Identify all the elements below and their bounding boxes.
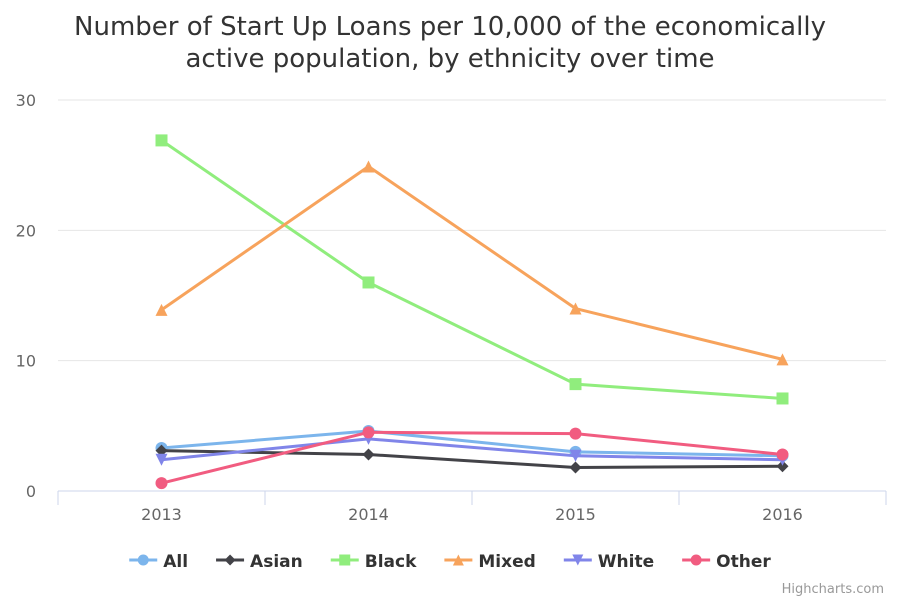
series-asian <box>155 444 789 474</box>
x-tick-label: 2013 <box>141 505 182 524</box>
data-point-black <box>776 392 789 405</box>
x-tick-label: 2016 <box>762 505 803 524</box>
legend-item-black[interactable]: Black <box>330 552 417 572</box>
data-point-other <box>362 426 375 439</box>
data-point-black <box>155 134 168 147</box>
legend-label-asian: Asian <box>250 552 303 572</box>
x-tick-label: 2014 <box>348 505 389 524</box>
y-tick-label: 30 <box>16 91 36 110</box>
legend-label-black: Black <box>365 552 417 572</box>
legend-item-other[interactable]: Other <box>682 552 771 572</box>
legend-label-other: Other <box>716 552 771 572</box>
data-point-black <box>362 276 375 289</box>
series-line-black <box>160 138 784 400</box>
legend-marker-black <box>339 554 351 566</box>
x-axis: 2013 2014 2015 2016 <box>57 490 887 524</box>
series-all <box>155 425 789 462</box>
legend-item-all[interactable]: All <box>129 552 188 572</box>
legend: All Asian Black Mixed White Other <box>129 552 771 572</box>
legend-marker-other <box>690 554 702 566</box>
data-point-asian <box>569 461 582 474</box>
gridlines: 0 10 20 30 <box>16 91 886 501</box>
series-line-mixed <box>160 164 784 361</box>
y-tick-label: 0 <box>26 482 36 501</box>
y-tick-label: 10 <box>16 352 36 371</box>
legend-label-white: White <box>598 552 654 572</box>
series-line-all <box>160 429 784 458</box>
legend-marker-white <box>572 554 584 566</box>
data-point-other <box>776 448 789 461</box>
credits-link[interactable]: Highcharts.com <box>782 582 884 597</box>
legend-marker-all <box>137 554 149 566</box>
data-point-mixed <box>776 353 789 366</box>
series-line-white <box>160 437 784 462</box>
data-point-asian <box>155 444 168 457</box>
data-point-asian <box>776 460 789 473</box>
data-point-white <box>155 453 168 466</box>
data-point-white <box>569 449 582 462</box>
data-point-asian <box>362 448 375 461</box>
series-lines <box>155 134 789 490</box>
data-point-other <box>155 477 168 490</box>
data-point-black <box>569 378 582 391</box>
y-tick-label: 20 <box>16 221 36 240</box>
series-black <box>155 134 789 405</box>
legend-marker-mixed <box>452 554 464 566</box>
series-line-other <box>160 430 784 485</box>
series-other <box>155 426 789 490</box>
chart-title-line-1: Number of Start Up Loans per 10,000 of t… <box>74 12 826 42</box>
chart-title-line-2: active population, by ethnicity over tim… <box>185 44 714 74</box>
data-point-mixed <box>569 302 582 315</box>
series-mixed <box>155 160 789 366</box>
x-tick-label: 2015 <box>555 505 596 524</box>
series-line-asian <box>160 449 784 470</box>
legend-label-all: All <box>163 552 188 572</box>
data-point-mixed <box>155 303 168 316</box>
legend-label-mixed: Mixed <box>478 552 535 572</box>
data-point-other <box>569 427 582 440</box>
legend-item-mixed[interactable]: Mixed <box>444 552 536 572</box>
legend-marker-asian <box>224 554 236 566</box>
legend-item-white[interactable]: White <box>563 552 654 572</box>
data-point-mixed <box>362 160 375 173</box>
legend-item-asian[interactable]: Asian <box>216 552 303 572</box>
